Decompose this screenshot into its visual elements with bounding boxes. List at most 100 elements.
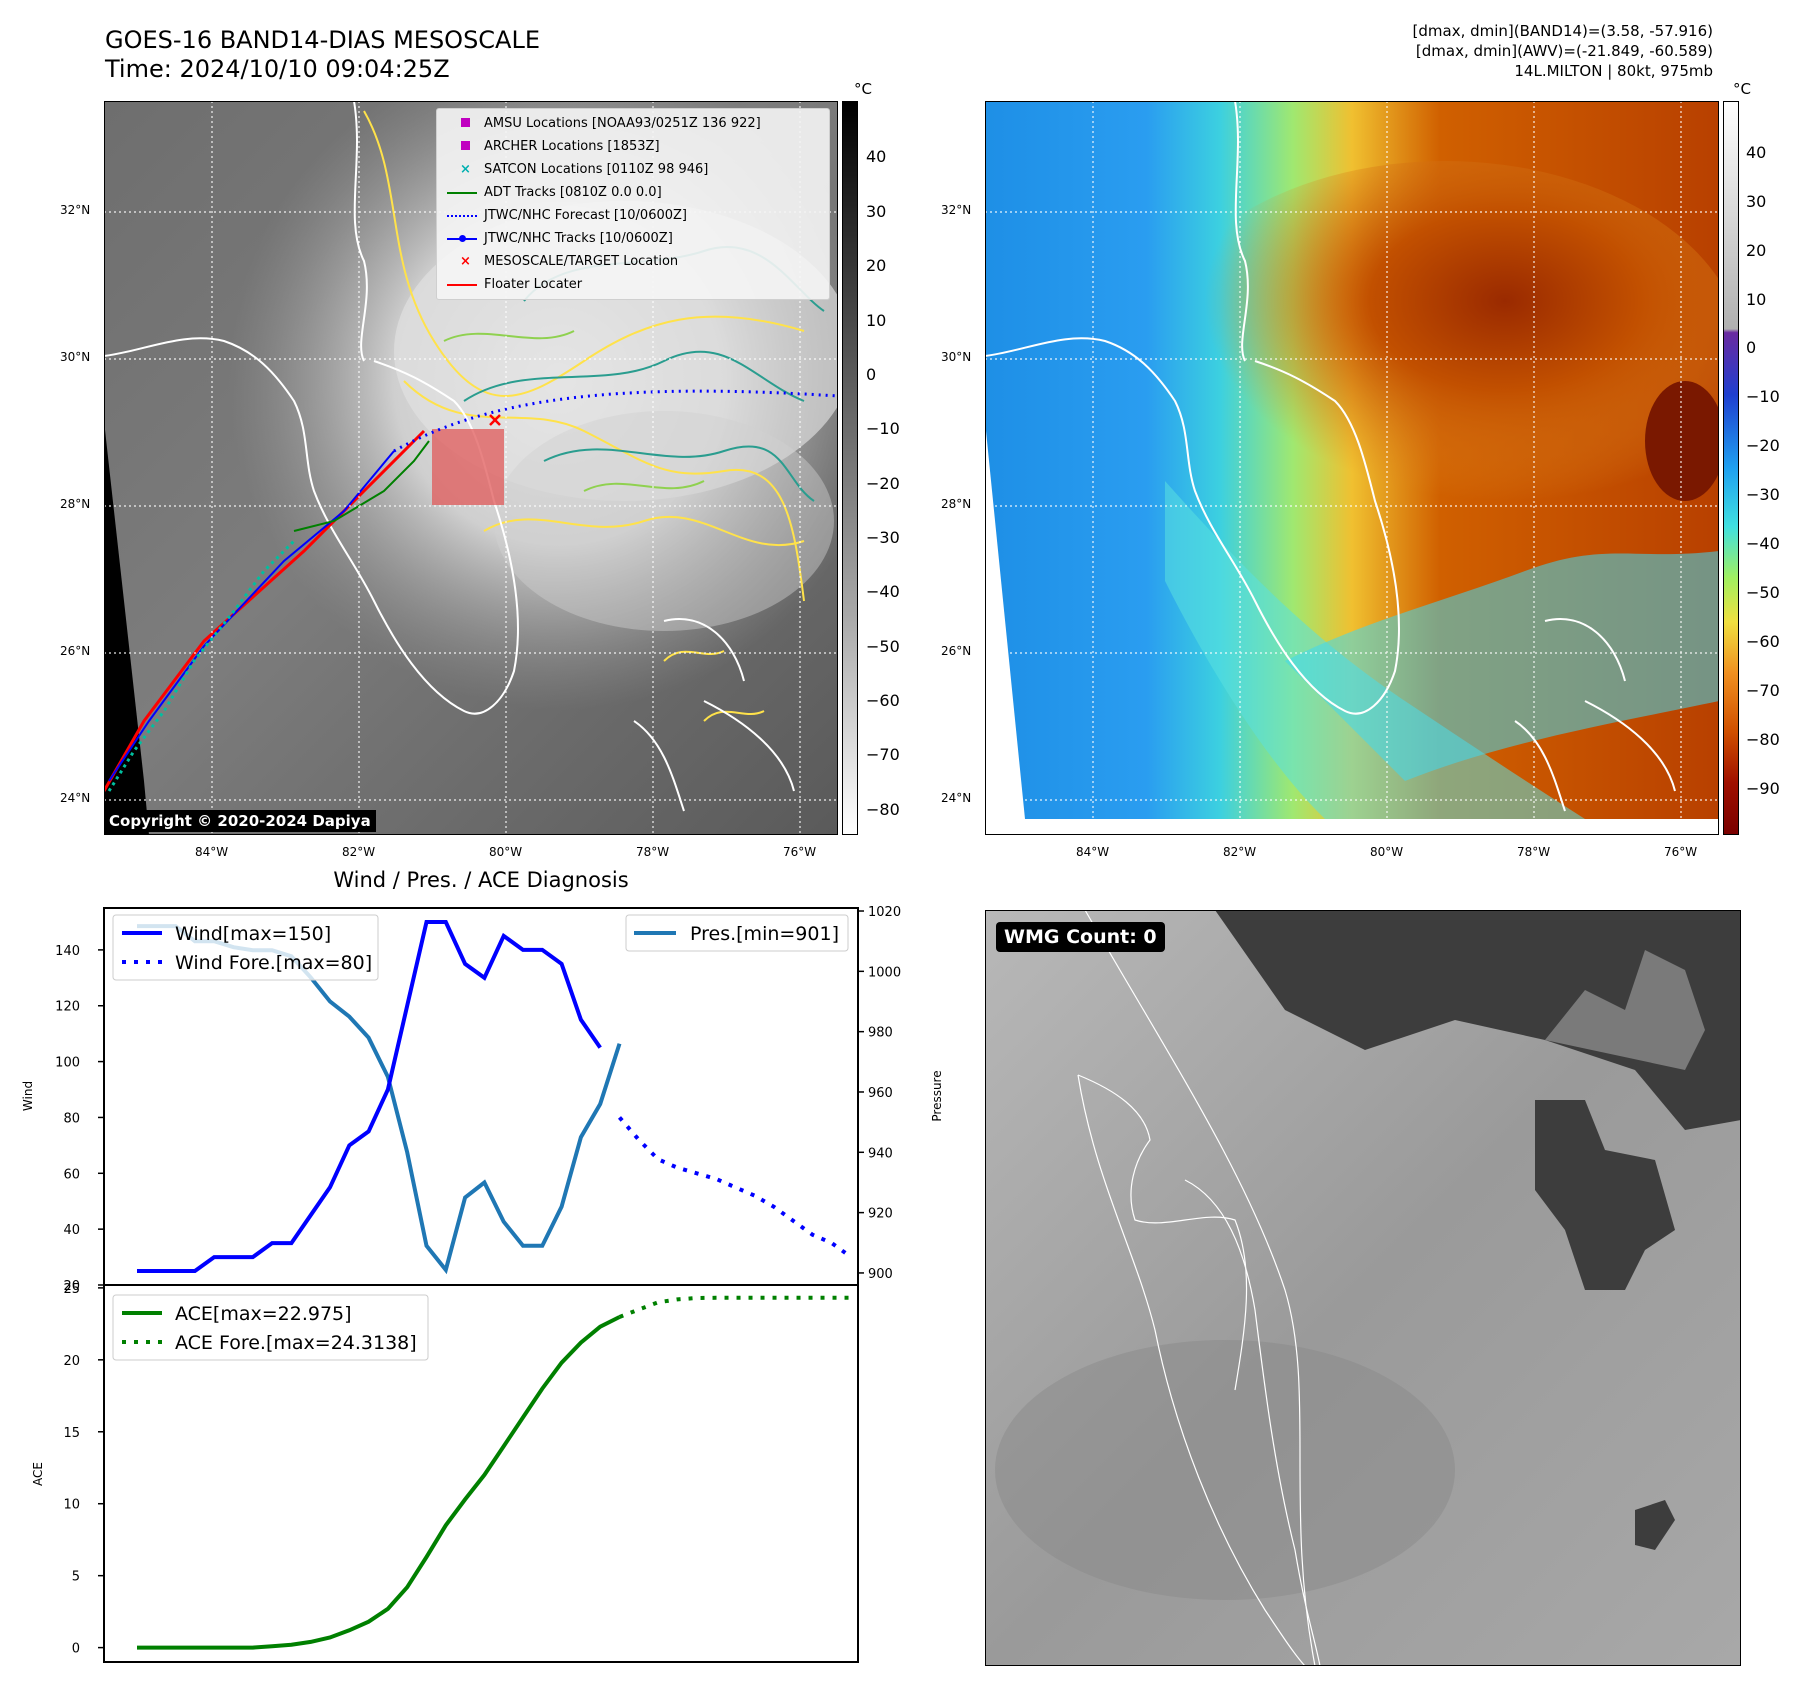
windTicks-label: 100 (55, 1056, 80, 1071)
legend-item-archer: ARCHER Locations [1853Z] (447, 135, 827, 158)
right-colorbar-unit: °C (1733, 80, 1751, 98)
right-colorbar-tick: 0 (1746, 338, 1757, 357)
left-lon-label: 78°W (636, 845, 670, 859)
wind-forecast-series-line (617, 1116, 853, 1259)
left-lon-label: 84°W (195, 845, 229, 859)
right-colorbar (1723, 101, 1739, 835)
left-colorbar-tick: −20 (866, 474, 900, 493)
mesoscale-x-marker: × (460, 254, 471, 269)
forecast-dotted-marker (447, 214, 477, 217)
wind-forecast-legend-label: Wind Fore.[max=80] (175, 952, 372, 974)
left-lon-label: 82°W (342, 845, 376, 859)
ace-series-line (137, 1315, 621, 1650)
amsu-square-marker (461, 118, 470, 127)
left-colorbar-tick: 40 (866, 147, 887, 166)
left-lat-label: 32°N (60, 203, 91, 217)
archer-square-marker (461, 141, 470, 150)
right-lat-label: 24°N (941, 791, 972, 805)
floater-line-marker (447, 283, 477, 286)
aceTicks-label: 20 (63, 1354, 80, 1369)
windTicks-label: 120 (55, 1000, 80, 1015)
windTicks-label: 60 (63, 1167, 80, 1182)
adt-line-marker (447, 191, 477, 194)
ace-legend-label: ACE[max=22.975] (175, 1303, 352, 1325)
aceTicks-label: 25 (63, 1282, 80, 1297)
info-line3: 14L.MILTON | 80kt, 975mb (1514, 62, 1713, 80)
right-colorbar-tick: −30 (1746, 485, 1780, 504)
right-colorbar-tick: −70 (1746, 681, 1780, 700)
aceTicks-label: 5 (72, 1570, 80, 1585)
left-lon-label: 76°W (783, 845, 817, 859)
windTicks-label: 20 (63, 1279, 80, 1294)
wind-series-line (137, 920, 602, 1273)
left-colorbar-tick: −50 (866, 637, 900, 656)
right-colorbar-ticks: 40 30 20 10 0 −10 −20 −30 −40 −50 −60 −7… (1746, 0, 1796, 835)
left-colorbar-tick: −30 (866, 528, 900, 547)
left-colorbar (842, 101, 858, 835)
left-lat-label: 28°N (60, 497, 91, 511)
left-colorbar-tick: 30 (866, 202, 887, 221)
right-colorbar-tick: −90 (1746, 779, 1780, 798)
left-lat-label: 24°N (60, 791, 91, 805)
right-water-vapor-map (985, 101, 1719, 835)
right-colorbar-tick: −50 (1746, 583, 1780, 602)
presTicks-label: 900 (868, 1267, 893, 1282)
presTicks-label: 980 (868, 1026, 893, 1041)
ace-forecast-legend-label: ACE Fore.[max=24.3138] (175, 1332, 417, 1354)
left-colorbar-tick: −40 (866, 582, 900, 601)
aceTicks-label: 0 (72, 1642, 80, 1657)
tracks-line-dot-marker (447, 234, 477, 242)
windTicks-label: 40 (63, 1223, 80, 1238)
pressure-legend-label: Pres.[min=901] (690, 923, 839, 945)
left-lat-label: 30°N (60, 350, 91, 364)
right-lon-label: 76°W (1664, 845, 1698, 859)
left-lat-label: 26°N (60, 644, 91, 658)
presTicks-label: 1020 (868, 905, 901, 920)
wind-legend: Wind[max=150] Wind Fore.[max=80] (112, 914, 379, 981)
left-colorbar-tick: 20 (866, 256, 887, 275)
right-lat-label: 32°N (941, 203, 972, 217)
windTicks-label: 80 (63, 1111, 80, 1126)
copyright-label: Copyright © 2020-2024 Dapiya (104, 810, 376, 832)
right-lat-label: 28°N (941, 497, 972, 511)
left-colorbar-tick: −70 (866, 745, 900, 764)
right-colorbar-tick: −60 (1746, 632, 1780, 651)
wmg-count-badge: WMG Count: 0 (996, 922, 1165, 952)
aceTicks-label: 15 (63, 1426, 80, 1441)
right-colorbar-tick: 10 (1746, 290, 1767, 309)
legend-item-forecast: JTWC/NHC Forecast [10/0600Z] (447, 204, 827, 227)
right-colorbar-tick: 20 (1746, 241, 1767, 260)
pressure-axis-label: Pressure (930, 1070, 944, 1121)
page-title-line2: Time: 2024/10/10 09:04:25Z (105, 55, 450, 83)
right-lon-label: 80°W (1370, 845, 1404, 859)
right-lat-label: 30°N (941, 350, 972, 364)
right-colorbar-tick: −20 (1746, 436, 1780, 455)
left-map-legend: AMSU Locations [NOAA93/0251Z 136 922] AR… (436, 108, 830, 300)
right-lon-label: 82°W (1223, 845, 1257, 859)
ace-forecast-series-line (618, 1295, 852, 1319)
left-colorbar-tick: −60 (866, 691, 900, 710)
presTicks-label: 920 (868, 1207, 893, 1222)
right-colorbar-tick: −40 (1746, 534, 1780, 553)
legend-item-adt: ADT Tracks [0810Z 0.0 0.0] (447, 181, 827, 204)
right-colorbar-tick: −80 (1746, 730, 1780, 749)
ace-axis-label: ACE (31, 1462, 45, 1486)
presTicks-label: 960 (868, 1086, 893, 1101)
right-lon-label: 78°W (1517, 845, 1551, 859)
diagnosis-title: Wind / Pres. / ACE Diagnosis (333, 868, 629, 892)
satcon-x-marker: × (460, 162, 471, 177)
wind-axis-label: Wind (21, 1081, 35, 1111)
presTicks-label: 940 (868, 1146, 893, 1161)
wmg-panel (985, 910, 1741, 1666)
right-colorbar-tick: 40 (1746, 143, 1767, 162)
windTicks-label: 140 (55, 944, 80, 959)
info-line2: [dmax, dmin](AWV)=(-21.849, -60.589) (1415, 42, 1713, 60)
right-colorbar-tick: −10 (1746, 387, 1780, 406)
left-colorbar-tick: −80 (866, 800, 900, 819)
legend-item-mesoscale: × MESOSCALE/TARGET Location (447, 250, 827, 273)
left-colorbar-tick: −10 (866, 419, 900, 438)
left-colorbar-tick: 0 (866, 365, 877, 384)
right-lon-label: 84°W (1076, 845, 1110, 859)
page-title-line1: GOES-16 BAND14-DIAS MESOSCALE (105, 26, 541, 54)
right-colorbar-tick: 30 (1746, 192, 1767, 211)
